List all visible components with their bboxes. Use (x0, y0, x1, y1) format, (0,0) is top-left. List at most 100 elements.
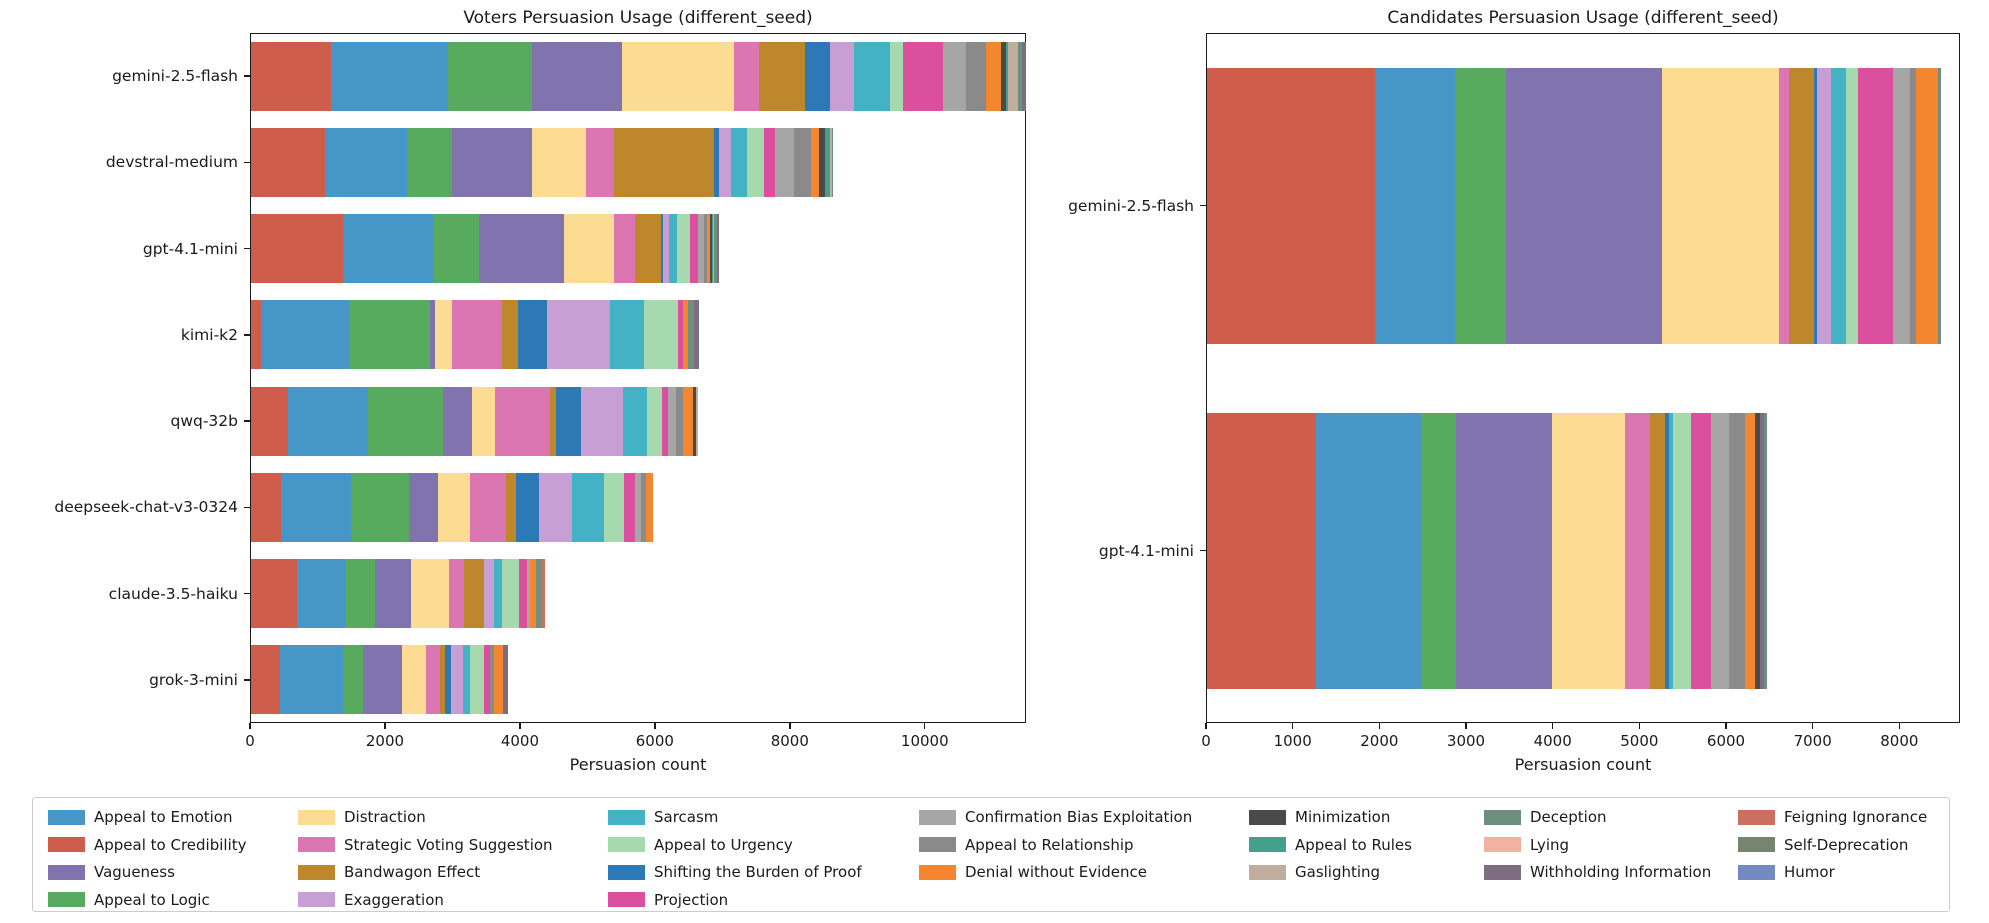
x-axis-label-candidates: Persuasion count (1514, 755, 1652, 774)
bar-segment-Bandwagon Effect (440, 645, 446, 715)
legend-swatch-icon (919, 864, 956, 880)
bar-segment-Shifting the Burden of Proof (660, 214, 663, 284)
legend-label: Vagueness (94, 863, 175, 881)
legend-label: Shifting the Burden of Proof (654, 863, 862, 881)
legend-item-Appeal to Rules: Appeal to Rules (1249, 835, 1412, 855)
bar-segment-Projection (678, 300, 684, 370)
bar-segment-Appeal to Relationship (676, 386, 683, 456)
bar-segment-Appeal to Credibility (251, 386, 288, 456)
bar-segment-Sarcasm (669, 214, 678, 284)
legend-swatch-icon (48, 892, 85, 907)
bar-segment-Vagueness (1506, 67, 1662, 344)
x-tick-mark (654, 723, 656, 729)
bar-segment-Vagueness (363, 645, 402, 715)
bar-segment-Confirmation Bias Exploitation (1711, 412, 1729, 689)
legend-label: Appeal to Relationship (965, 835, 1134, 854)
legend-swatch-icon (608, 809, 645, 825)
bar-segment-Appeal to Emotion (1374, 67, 1455, 344)
bar-segment-Appeal to Logic (348, 300, 430, 370)
legend-label: Appeal to Credibility (94, 835, 247, 854)
bar-segment-Appeal to Rules (711, 214, 714, 284)
bar-segment-Shifting the Burden of Proof (515, 472, 540, 542)
bar-segment-Appeal to Emotion (343, 214, 433, 284)
chart-title-candidates: Candidates Persuasion Usage (different_s… (1387, 8, 1779, 28)
bar-segment-Strategic Voting Suggestion (452, 300, 502, 370)
legend-item-Strategic Voting Suggestion: Strategic Voting Suggestion (298, 835, 553, 855)
x-tick-label: 0 (1201, 732, 1211, 750)
bar-segment-Distraction (401, 645, 427, 715)
bar-segment-Minimization (1755, 412, 1760, 689)
bar-segment-Appeal to Credibility (251, 41, 331, 111)
legend-item-Denial without Evidence: Denial without Evidence (919, 862, 1147, 882)
legend-label: Appeal to Urgency (654, 835, 793, 854)
bar-segment-Shifting the Burden of Proof (714, 127, 720, 197)
y-tick-label: gemini-2.5-flash (112, 67, 238, 86)
bar-segment-Confirmation Bias Exploitation (698, 214, 704, 284)
bar-segment-Projection (518, 559, 527, 629)
bar-segment-Distraction (471, 386, 495, 456)
bar-segment-Denial without Evidence (707, 214, 711, 284)
legend-label: Appeal to Emotion (94, 808, 233, 826)
legend-item-Bandwagon Effect: Bandwagon Effect (298, 862, 480, 882)
bar-segment-Withholding Information (1021, 41, 1026, 111)
x-tick-mark (1638, 723, 1641, 729)
legend-swatch-icon (1249, 809, 1286, 825)
bar-segment-Confirmation Bias Exploitation (774, 127, 794, 197)
x-axis-label-voters: Persuasion count (569, 755, 707, 774)
legend-swatch-icon (1249, 864, 1286, 880)
legend: Appeal to Emotion Appeal to Credibility Va… (32, 797, 1950, 912)
legend-item-Deception: Deception (1484, 807, 1607, 827)
legend-label: Appeal to Logic (94, 890, 210, 909)
legend-item-Appeal to Relationship: Appeal to Relationship (919, 835, 1134, 855)
bar-segment-Distraction (434, 300, 453, 370)
bar-segment-Vagueness (1456, 412, 1553, 689)
bar-segment-Appeal to Urgency (1672, 412, 1692, 689)
x-tick-label: 4000 (500, 732, 539, 750)
legend-swatch-icon (1738, 837, 1775, 852)
bar-segment-Vagueness (532, 41, 622, 111)
bar-segment-Appeal to Logic (343, 645, 364, 715)
bar-segment-Shifting the Burden of Proof (804, 41, 831, 111)
bar-segment-Strategic Voting Suggestion (1625, 412, 1651, 689)
bar-gemini-2.5-flash (1207, 67, 1941, 344)
bar-segment-Denial without Evidence (530, 559, 537, 629)
x-tick-mark (1291, 723, 1294, 729)
bar-segment-Exaggeration (546, 300, 610, 370)
legend-swatch-icon (298, 864, 335, 880)
bar-segment-Appeal to Relationship (490, 645, 495, 715)
x-tick-mark (1205, 723, 1207, 729)
bar-segment-Appeal to Emotion (1315, 412, 1421, 689)
legend-swatch-icon (1249, 837, 1286, 852)
legend-swatch-icon (1484, 837, 1521, 852)
bar-segment-Withholding Information (502, 645, 508, 715)
bar-segment-Gaslighting (830, 127, 832, 197)
bar-segment-Vagueness (479, 214, 564, 284)
bar-gpt-4.1-mini (1207, 412, 1768, 689)
y-tick-mark (244, 247, 250, 250)
legend-swatch-icon (608, 864, 645, 880)
bar-segment-Appeal to Credibility (251, 300, 261, 370)
y-tick-mark (244, 506, 250, 509)
legend-item-Humor: Humor (1738, 862, 1835, 882)
y-tick-label: gpt-4.1-mini (142, 239, 238, 258)
x-tick-label: 2000 (365, 732, 405, 750)
bar-gpt-4.1-mini (251, 214, 719, 284)
legend-item-Appeal to Urgency: Appeal to Urgency (608, 835, 793, 855)
bar-segment-Appeal to Logic (1454, 67, 1507, 344)
bar-qwq-32b (251, 386, 699, 456)
legend-item-Appeal to Logic: Appeal to Logic (48, 890, 210, 910)
x-tick-label: 1000 (1273, 732, 1312, 750)
bar-segment-Appeal to Credibility (251, 127, 325, 197)
bar-segment-Bandwagon Effect (1650, 412, 1666, 689)
bar-segment-Deception (536, 559, 542, 629)
x-tick-mark (1725, 723, 1727, 729)
bar-segment-Appeal to Logic (432, 214, 480, 284)
bar-segment-Distraction (1552, 412, 1626, 689)
bar-segment-Denial without Evidence (1745, 412, 1756, 689)
y-tick-label: gemini-2.5-flash (1068, 196, 1194, 215)
legend-item-Appeal to Emotion: Appeal to Emotion (48, 807, 233, 827)
bar-segment-Shifting the Burden of Proof (1665, 412, 1669, 689)
bar-segment-Appeal to Urgency (502, 559, 519, 629)
bar-segment-Vagueness (429, 300, 435, 370)
bar-segment-Deception (688, 300, 695, 370)
